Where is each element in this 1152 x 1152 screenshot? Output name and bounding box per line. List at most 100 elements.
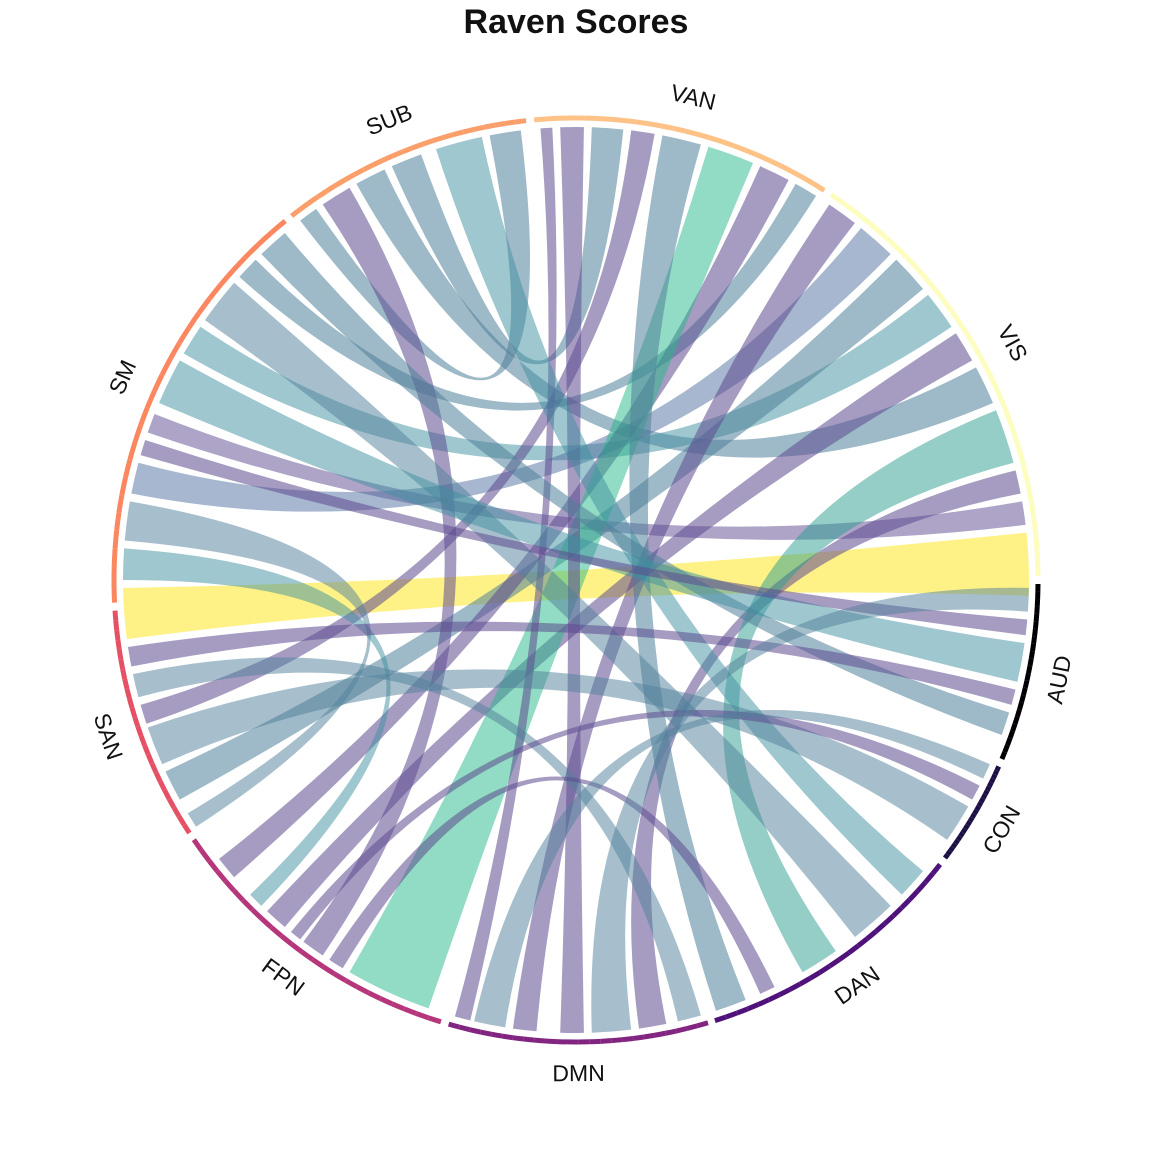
sector-arc-sm [243,242,260,260]
sector-arc-aud [1026,665,1033,674]
sector-arc-sm [186,311,202,330]
sector-arc-van [744,147,759,158]
sector-arc-aud [1032,628,1038,637]
chord-links [123,127,1029,1033]
chord-link-24 [140,440,1028,636]
sector-arc-vis [859,214,878,231]
sector-label-con: CON [977,801,1025,858]
sector-arc-con [994,765,1001,772]
sector-arc-fpn [332,971,347,983]
sector-arc-van [647,121,661,129]
sector-arc-fpn [300,949,314,962]
sector-arc-dan [891,905,904,918]
chord-link-31 [329,776,775,994]
sector-arc-san [113,620,120,631]
sector-arc-sub [362,162,375,173]
sector-arc-fpn [355,984,370,995]
chord-link-1 [147,413,1026,540]
sector-label-vis: VIS [992,320,1033,365]
sector-arc-san [167,797,177,809]
chord-link-15 [391,127,624,365]
sector-arc-sub [441,132,454,141]
sector-arc-vis [1031,519,1039,539]
sector-arc-con [963,823,970,831]
chord-link-5 [267,333,973,928]
sector-arc-san [114,630,121,641]
sector-arc-con [985,785,992,792]
sector-arc-san [122,678,130,690]
sector-arc-vis [960,325,975,345]
sector-arc-vis [901,252,919,270]
sector-arc-san [132,716,141,728]
sector-arc-sub [298,201,311,212]
sector-arc-sub [515,118,527,125]
sector-arc-van [634,119,649,127]
sector-arc-sub [290,207,302,218]
sector-arc-sub [472,124,485,132]
sector-label-sm: SM [103,356,141,398]
sector-arc-dan [930,862,943,876]
sector-arc-van [546,115,560,122]
sector-arc-van [533,116,547,123]
sector-arc-fpn [191,838,204,852]
sector-arc-san [171,806,182,818]
sector-arc-vis [938,295,955,314]
sector-arc-fpn [215,869,228,883]
sector-arc-con [983,789,990,796]
sector-arc-van [778,163,793,174]
sector-arc-aud [1032,621,1039,630]
sector-arc-san [153,771,163,783]
sector-arc-san [176,814,187,826]
sector-arc-con [967,816,975,823]
sector-arc-con [992,769,1000,776]
sector-arc-van [720,139,735,149]
sector-arc-vis [950,310,965,329]
sector-arc-aud [1002,744,1010,754]
sector-arc-vis [988,375,1001,395]
sector-arc-dmn [447,1021,460,1030]
chord-link-27 [127,621,1016,705]
sector-arc-con [948,845,955,853]
sector-arc-van [767,157,782,168]
sector-arc-sub [371,158,384,168]
sector-arc-van [732,143,747,153]
sector-arc-dan [828,957,841,969]
sector-arc-fpn [391,1001,405,1012]
sector-arc-san [135,725,144,737]
sector-arc-fpn [223,879,237,893]
sector-arc-aud [1028,650,1035,659]
sector-arc-vis [874,226,892,244]
sector-arc-dmn [632,1034,645,1041]
sector-arc-con [988,777,996,784]
sector-arc-sm [207,282,223,300]
sector-arc-dan [874,921,887,934]
sector-label-van: VAN [668,79,718,115]
sector-arc-van [672,125,686,134]
chord-link-26 [123,548,391,906]
chord-link-18 [300,130,530,381]
sector-arc-sm [269,219,287,235]
sector-arc-con [960,827,968,835]
sector-arc-sub [307,195,319,206]
sector-arc-sub [381,153,394,163]
sector-arc-aud [1024,672,1031,682]
chord-link-29 [147,669,969,840]
sector-arc-van [708,135,723,144]
sector-arc-con [955,834,963,842]
sector-arc-con [958,831,965,838]
sector-arc-sm [127,441,138,461]
sector-arc-fpn [279,933,293,946]
sector-arc-dan [778,987,791,998]
sector-arc-dan [767,992,781,1003]
sector-arc-aud [1027,658,1034,667]
sector-arc-vis [1010,427,1021,447]
sector-arc-sub [334,177,346,188]
sector-arc-con [974,804,982,812]
sector-arc-con [965,820,973,827]
sector-arc-aud [1031,636,1038,645]
sector-arc-sm [168,341,182,361]
sector-arc-dan [757,997,771,1007]
sector-arc-sub [401,145,414,155]
sector-arc-san [145,753,155,765]
sector-arc-sm [219,268,235,286]
